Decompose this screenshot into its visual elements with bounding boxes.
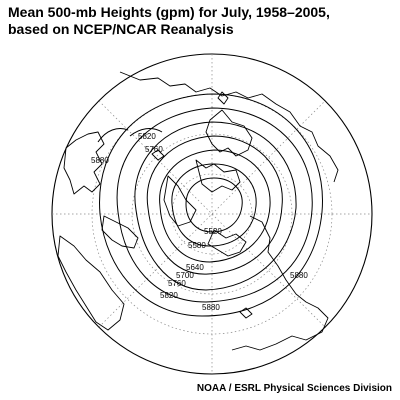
- coastline-europe: [63, 131, 105, 195]
- coastline-greenland: [163, 175, 197, 227]
- coastline-asia: [231, 215, 329, 351]
- contour-5760: [134, 121, 297, 291]
- coastline-arctic-islands: [195, 159, 241, 193]
- contour-5640: [159, 149, 271, 263]
- contour-5820-left: [129, 128, 163, 137]
- coastline-africa: [57, 235, 125, 331]
- contour-label-5760-top: 5760: [145, 145, 163, 154]
- title-line-1: Mean 500-mb Heights (gpm) for July, 1958…: [8, 4, 330, 20]
- longitude-grid: [52, 54, 372, 374]
- coastline-island-2: [151, 149, 165, 161]
- contour-5700: [146, 135, 283, 275]
- coastline-mediterranean: [101, 215, 139, 249]
- contour-label-5880-left: 5880: [91, 156, 109, 165]
- contour-label-5520: 5520: [204, 227, 222, 236]
- contour-5880-inner: [99, 93, 323, 317]
- contour-5520: [185, 177, 243, 233]
- contour-5880-left: [97, 128, 129, 143]
- contour-label-5880-bottom: 5880: [202, 303, 220, 312]
- contour-label-5580: 5580: [188, 241, 206, 250]
- height-contours: [97, 93, 323, 317]
- coastline-island-1: [217, 91, 229, 105]
- title-line-2: based on NCEP/NCAR Reanalysis: [8, 21, 234, 37]
- contour-label-5700: 5700: [176, 271, 194, 280]
- contour-labels: 5820 5760 5880 5520 5580 5640 5700 5760 …: [91, 132, 308, 312]
- contour-5820: [116, 107, 313, 303]
- coastline-hudson: [205, 109, 253, 157]
- contour-label-5820-bottom: 5820: [160, 291, 178, 300]
- contour-label-5640: 5640: [186, 263, 204, 272]
- contour-label-5760-bottom: 5760: [168, 279, 186, 288]
- contour-5580: [171, 163, 257, 247]
- credit-text: NOAA / ESRL Physical Sciences Division: [196, 383, 392, 394]
- map-title: Mean 500-mb Heights (gpm) for July, 1958…: [8, 4, 330, 38]
- coastline-north-america: [119, 71, 339, 183]
- contour-label-5880-right: 5880: [290, 271, 308, 280]
- contour-label-5820-top: 5820: [138, 132, 156, 141]
